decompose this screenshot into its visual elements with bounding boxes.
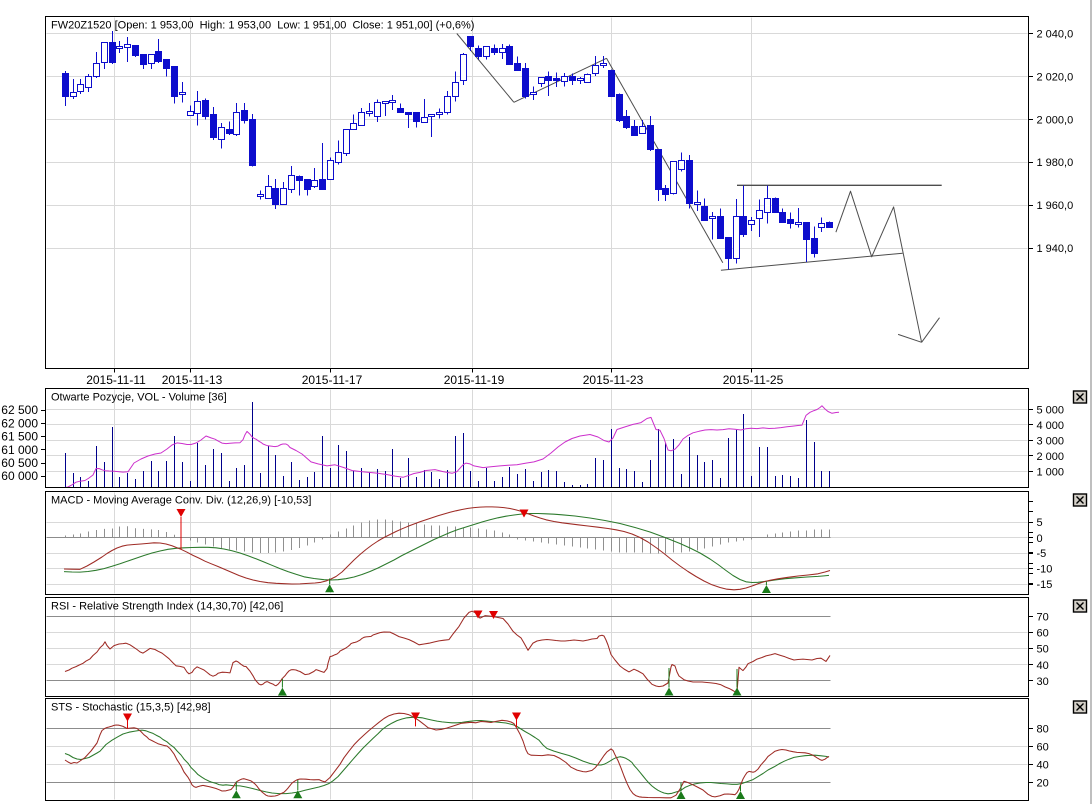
svg-text:60: 60 [1037,628,1049,640]
svg-text:50: 50 [1037,644,1049,656]
svg-text:61 000: 61 000 [1,443,38,457]
svg-text:2 000: 2 000 [1037,451,1065,463]
svg-text:2 040,0: 2 040,0 [1037,29,1074,41]
svg-text:2015-11-25: 2015-11-25 [723,373,784,387]
svg-text:62 500: 62 500 [1,403,38,417]
svg-text:0: 0 [1037,533,1043,545]
svg-text:30: 30 [1037,676,1049,688]
svg-text:3 000: 3 000 [1037,435,1065,447]
svg-text:-5: -5 [1037,548,1047,560]
svg-text:60: 60 [1037,741,1049,753]
svg-text:-15: -15 [1037,579,1053,591]
svg-text:STS - Stochastic (15,3,5) [42,: STS - Stochastic (15,3,5) [42,98] [51,702,211,714]
svg-text:MACD - Moving Average Conv. Di: MACD - Moving Average Conv. Div. (12,26,… [51,495,311,507]
svg-text:70: 70 [1037,611,1049,623]
svg-text:5: 5 [1037,517,1043,529]
svg-text:2015-11-19: 2015-11-19 [444,373,505,387]
svg-text:2015-11-23: 2015-11-23 [583,373,644,387]
svg-text:40: 40 [1037,660,1049,672]
svg-text:5 000: 5 000 [1037,404,1065,416]
svg-text:40: 40 [1037,759,1049,771]
svg-text:61 500: 61 500 [1,430,38,444]
svg-text:60 500: 60 500 [1,456,38,470]
svg-text:2015-11-13: 2015-11-13 [162,373,223,387]
svg-text:FW20Z1520 [Open: 1 953,00 Hig: FW20Z1520 [Open: 1 953,00 High: 1 953,00… [51,20,474,32]
svg-text:2 020,0: 2 020,0 [1037,71,1074,83]
svg-text:60 000: 60 000 [1,469,38,483]
svg-text:1 960,0: 1 960,0 [1037,200,1074,212]
svg-text:1 940,0: 1 940,0 [1037,243,1074,255]
svg-text:2 000,0: 2 000,0 [1037,114,1074,126]
svg-text:2015-11-11: 2015-11-11 [86,373,146,387]
svg-text:20: 20 [1037,777,1049,789]
svg-text:Otwarte Pozycje, VOL - Volume: Otwarte Pozycje, VOL - Volume [36] [51,392,227,404]
svg-text:2015-11-17: 2015-11-17 [302,373,363,387]
svg-text:-10: -10 [1037,564,1053,576]
svg-text:1 980,0: 1 980,0 [1037,157,1074,169]
svg-text:80: 80 [1037,723,1049,735]
svg-text:1 000: 1 000 [1037,466,1065,478]
svg-text:4 000: 4 000 [1037,420,1065,432]
svg-text:RSI - Relative Strength Index: RSI - Relative Strength Index (14,30,70)… [51,601,283,613]
svg-text:62 000: 62 000 [1,416,38,430]
